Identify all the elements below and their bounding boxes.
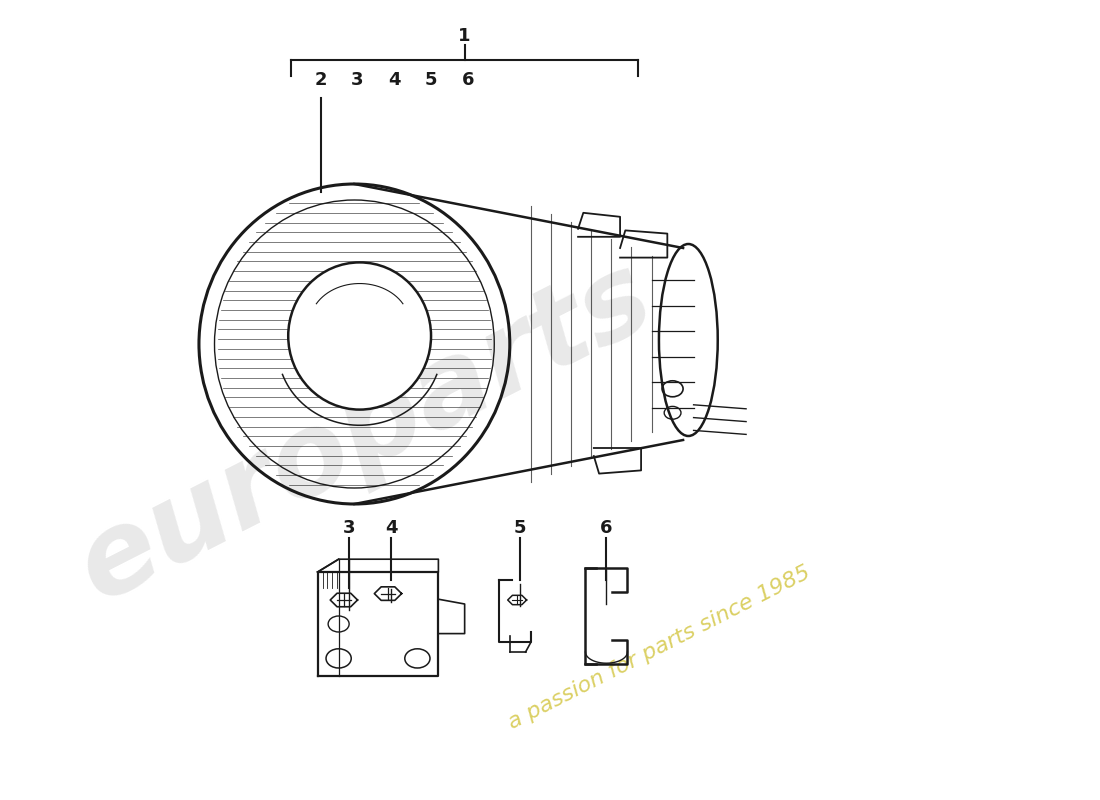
Ellipse shape (288, 262, 431, 410)
Text: 2: 2 (315, 71, 327, 89)
Text: europarts: europarts (59, 240, 671, 624)
Text: 6: 6 (462, 71, 474, 89)
Text: 3: 3 (343, 519, 355, 537)
Text: 4: 4 (388, 71, 400, 89)
Text: 5: 5 (425, 71, 438, 89)
Text: 1: 1 (459, 27, 471, 45)
Text: 6: 6 (601, 519, 613, 537)
Text: 5: 5 (514, 519, 527, 537)
Text: 4: 4 (385, 519, 397, 537)
Text: a passion for parts since 1985: a passion for parts since 1985 (505, 562, 813, 734)
Text: 3: 3 (351, 71, 364, 89)
